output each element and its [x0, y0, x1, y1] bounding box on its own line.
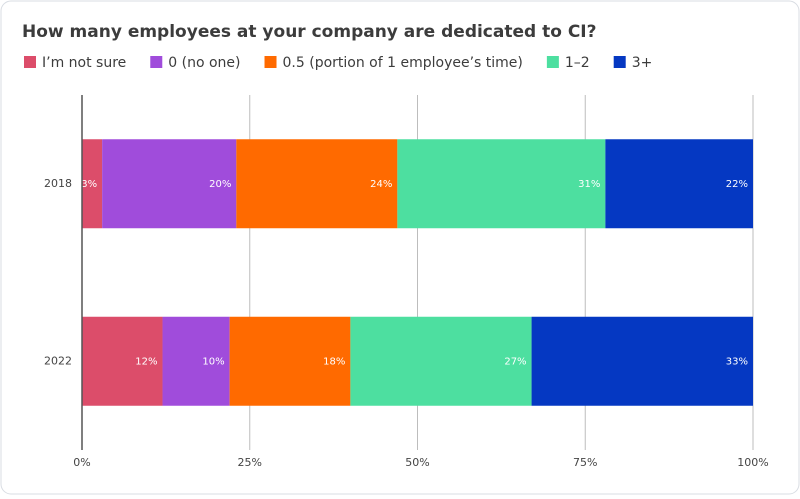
legend-label: 1–2: [565, 55, 590, 71]
data-label: 10%: [202, 356, 224, 367]
legend-swatch: [264, 56, 277, 68]
x-tick-label: 50%: [405, 456, 429, 469]
bar-segment: [82, 139, 103, 229]
bar-segment: [531, 316, 753, 406]
data-label: 12%: [135, 356, 157, 367]
data-label: 33%: [726, 356, 748, 367]
x-tick-label: 0%: [73, 456, 90, 469]
bar-segment: [162, 316, 230, 406]
y-tick-label: 2018: [44, 177, 72, 190]
data-label: 18%: [323, 356, 345, 367]
bar-segment: [397, 139, 606, 229]
x-tick-label: 100%: [737, 456, 768, 469]
legend-label: 0 (no one): [168, 55, 240, 71]
data-label: 31%: [578, 179, 600, 190]
y-tick-label: 2022: [44, 354, 72, 367]
chart-title: How many employees at your company are d…: [22, 22, 597, 42]
bar-segment: [350, 316, 532, 406]
legend-label: 3+: [632, 55, 653, 71]
bar-segment: [102, 139, 237, 229]
data-label: 24%: [370, 179, 392, 190]
legend-label: I’m not sure: [42, 55, 126, 71]
x-tick-label: 25%: [238, 456, 262, 469]
data-label: 27%: [504, 356, 526, 367]
legend-swatch: [150, 56, 163, 68]
bar-segment: [82, 316, 163, 406]
bar-segment: [605, 139, 753, 229]
data-label: 3%: [81, 179, 97, 190]
data-label: 22%: [726, 179, 748, 190]
bar-segment: [236, 139, 398, 229]
bar-segment: [229, 316, 351, 406]
x-tick-label: 75%: [573, 456, 597, 469]
data-label: 20%: [209, 179, 231, 190]
legend-swatch: [613, 56, 626, 68]
legend-label: 0.5 (portion of 1 employee’s time): [283, 55, 523, 71]
legend-swatch: [546, 56, 559, 68]
legend-swatch: [24, 56, 36, 68]
